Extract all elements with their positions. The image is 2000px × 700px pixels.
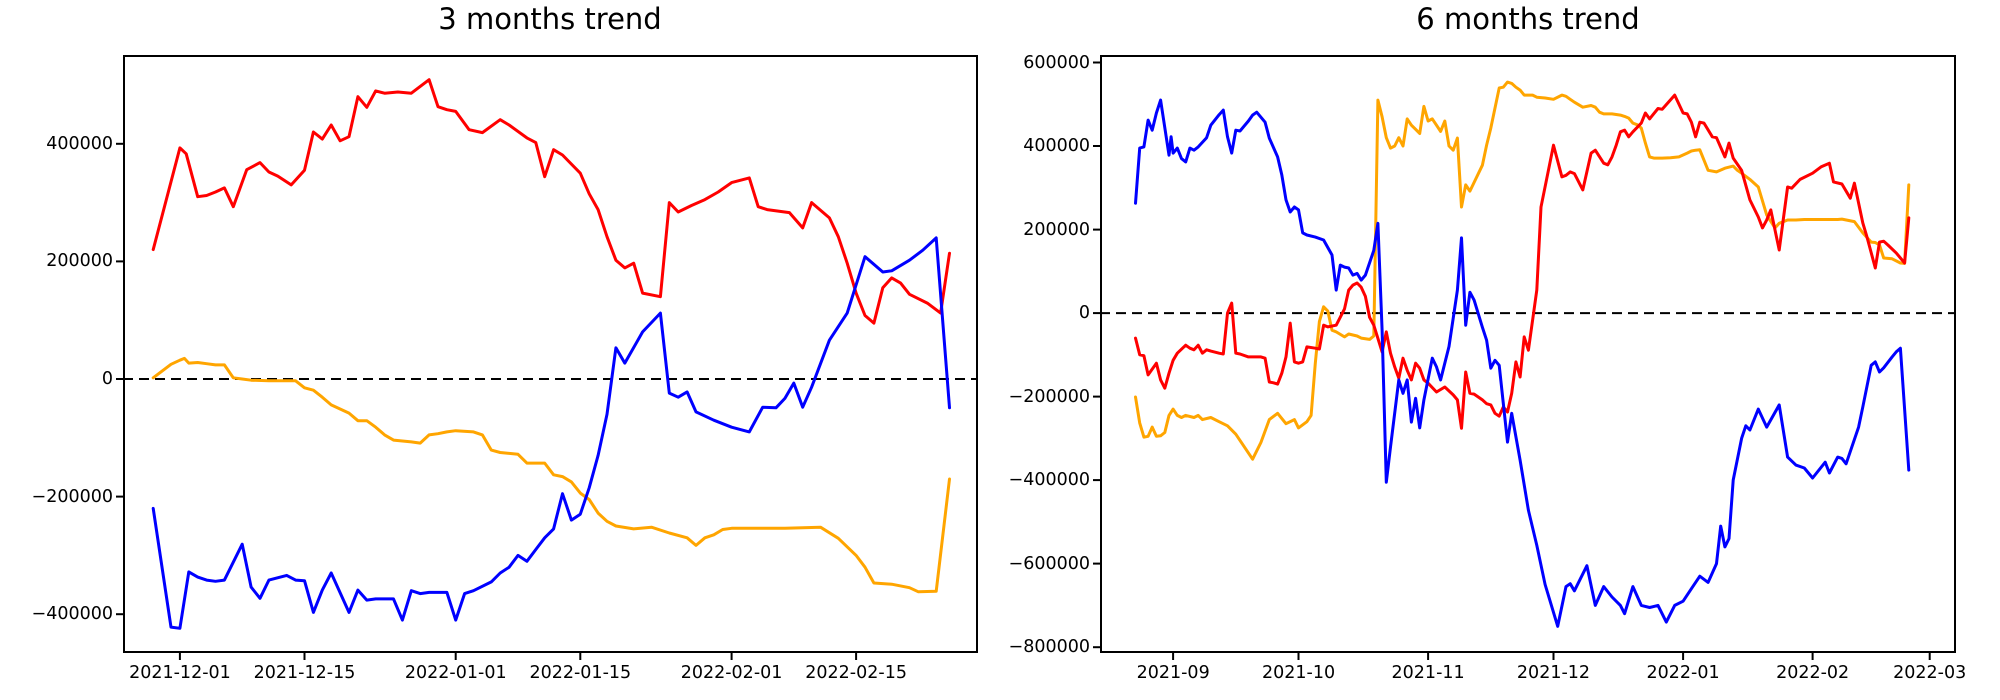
x-tick-label: 2022-01-15: [529, 663, 632, 683]
y-tick-label: 0: [1078, 303, 1090, 324]
x-tick-label: 2021-12-15: [253, 663, 356, 683]
plot-area-6-months: [1093, 55, 1956, 660]
x-tick-label: 2022-01: [1646, 663, 1720, 683]
axes-frame: [1100, 55, 1956, 653]
x-tick-label: 2022-02: [1776, 663, 1850, 683]
y-tick-label: 200000: [46, 251, 113, 272]
y-tick-label: −200000: [1008, 386, 1090, 407]
y-tick-label: −200000: [31, 486, 113, 507]
y-tick-label: −400000: [31, 604, 113, 625]
y-tick-label: 200000: [1023, 219, 1090, 240]
y-tick-label: 400000: [1023, 136, 1090, 157]
y-tick-label: 600000: [1023, 52, 1090, 73]
chart-title-6-months: 6 months trend: [1416, 2, 1640, 36]
x-tick-label: 2021-12: [1516, 663, 1591, 683]
y-tick-label: −800000: [1008, 637, 1090, 658]
y-tick-label: −600000: [1008, 553, 1090, 574]
x-tick-label: 2022-01-01: [404, 663, 507, 683]
x-tick-label: 2021-10: [1261, 663, 1336, 683]
series-line-red: [1134, 93, 1911, 430]
axes-frame: [123, 55, 978, 653]
x-tick-label: 2021-11: [1391, 663, 1465, 683]
series-line-blue: [151, 236, 951, 630]
y-tick-label: 400000: [46, 133, 113, 154]
series-line-red: [151, 78, 951, 325]
x-tick-label: 2022-02-15: [805, 663, 907, 683]
series-line-orange: [1134, 80, 1911, 461]
x-tick-label: 2021-12-01: [129, 663, 231, 683]
chart-title-3-months: 3 months trend: [438, 2, 662, 36]
x-tick-label: 2022-02-01: [680, 663, 783, 683]
y-tick-label: −400000: [1008, 470, 1090, 491]
x-tick-label: 2022-03: [1893, 663, 1967, 683]
series-line-blue: [1134, 98, 1911, 628]
x-tick-label: 2021-09: [1136, 663, 1210, 683]
series-line-orange: [151, 356, 951, 594]
y-tick-label: 0: [101, 368, 113, 389]
plot-area-3-months: [116, 55, 978, 660]
